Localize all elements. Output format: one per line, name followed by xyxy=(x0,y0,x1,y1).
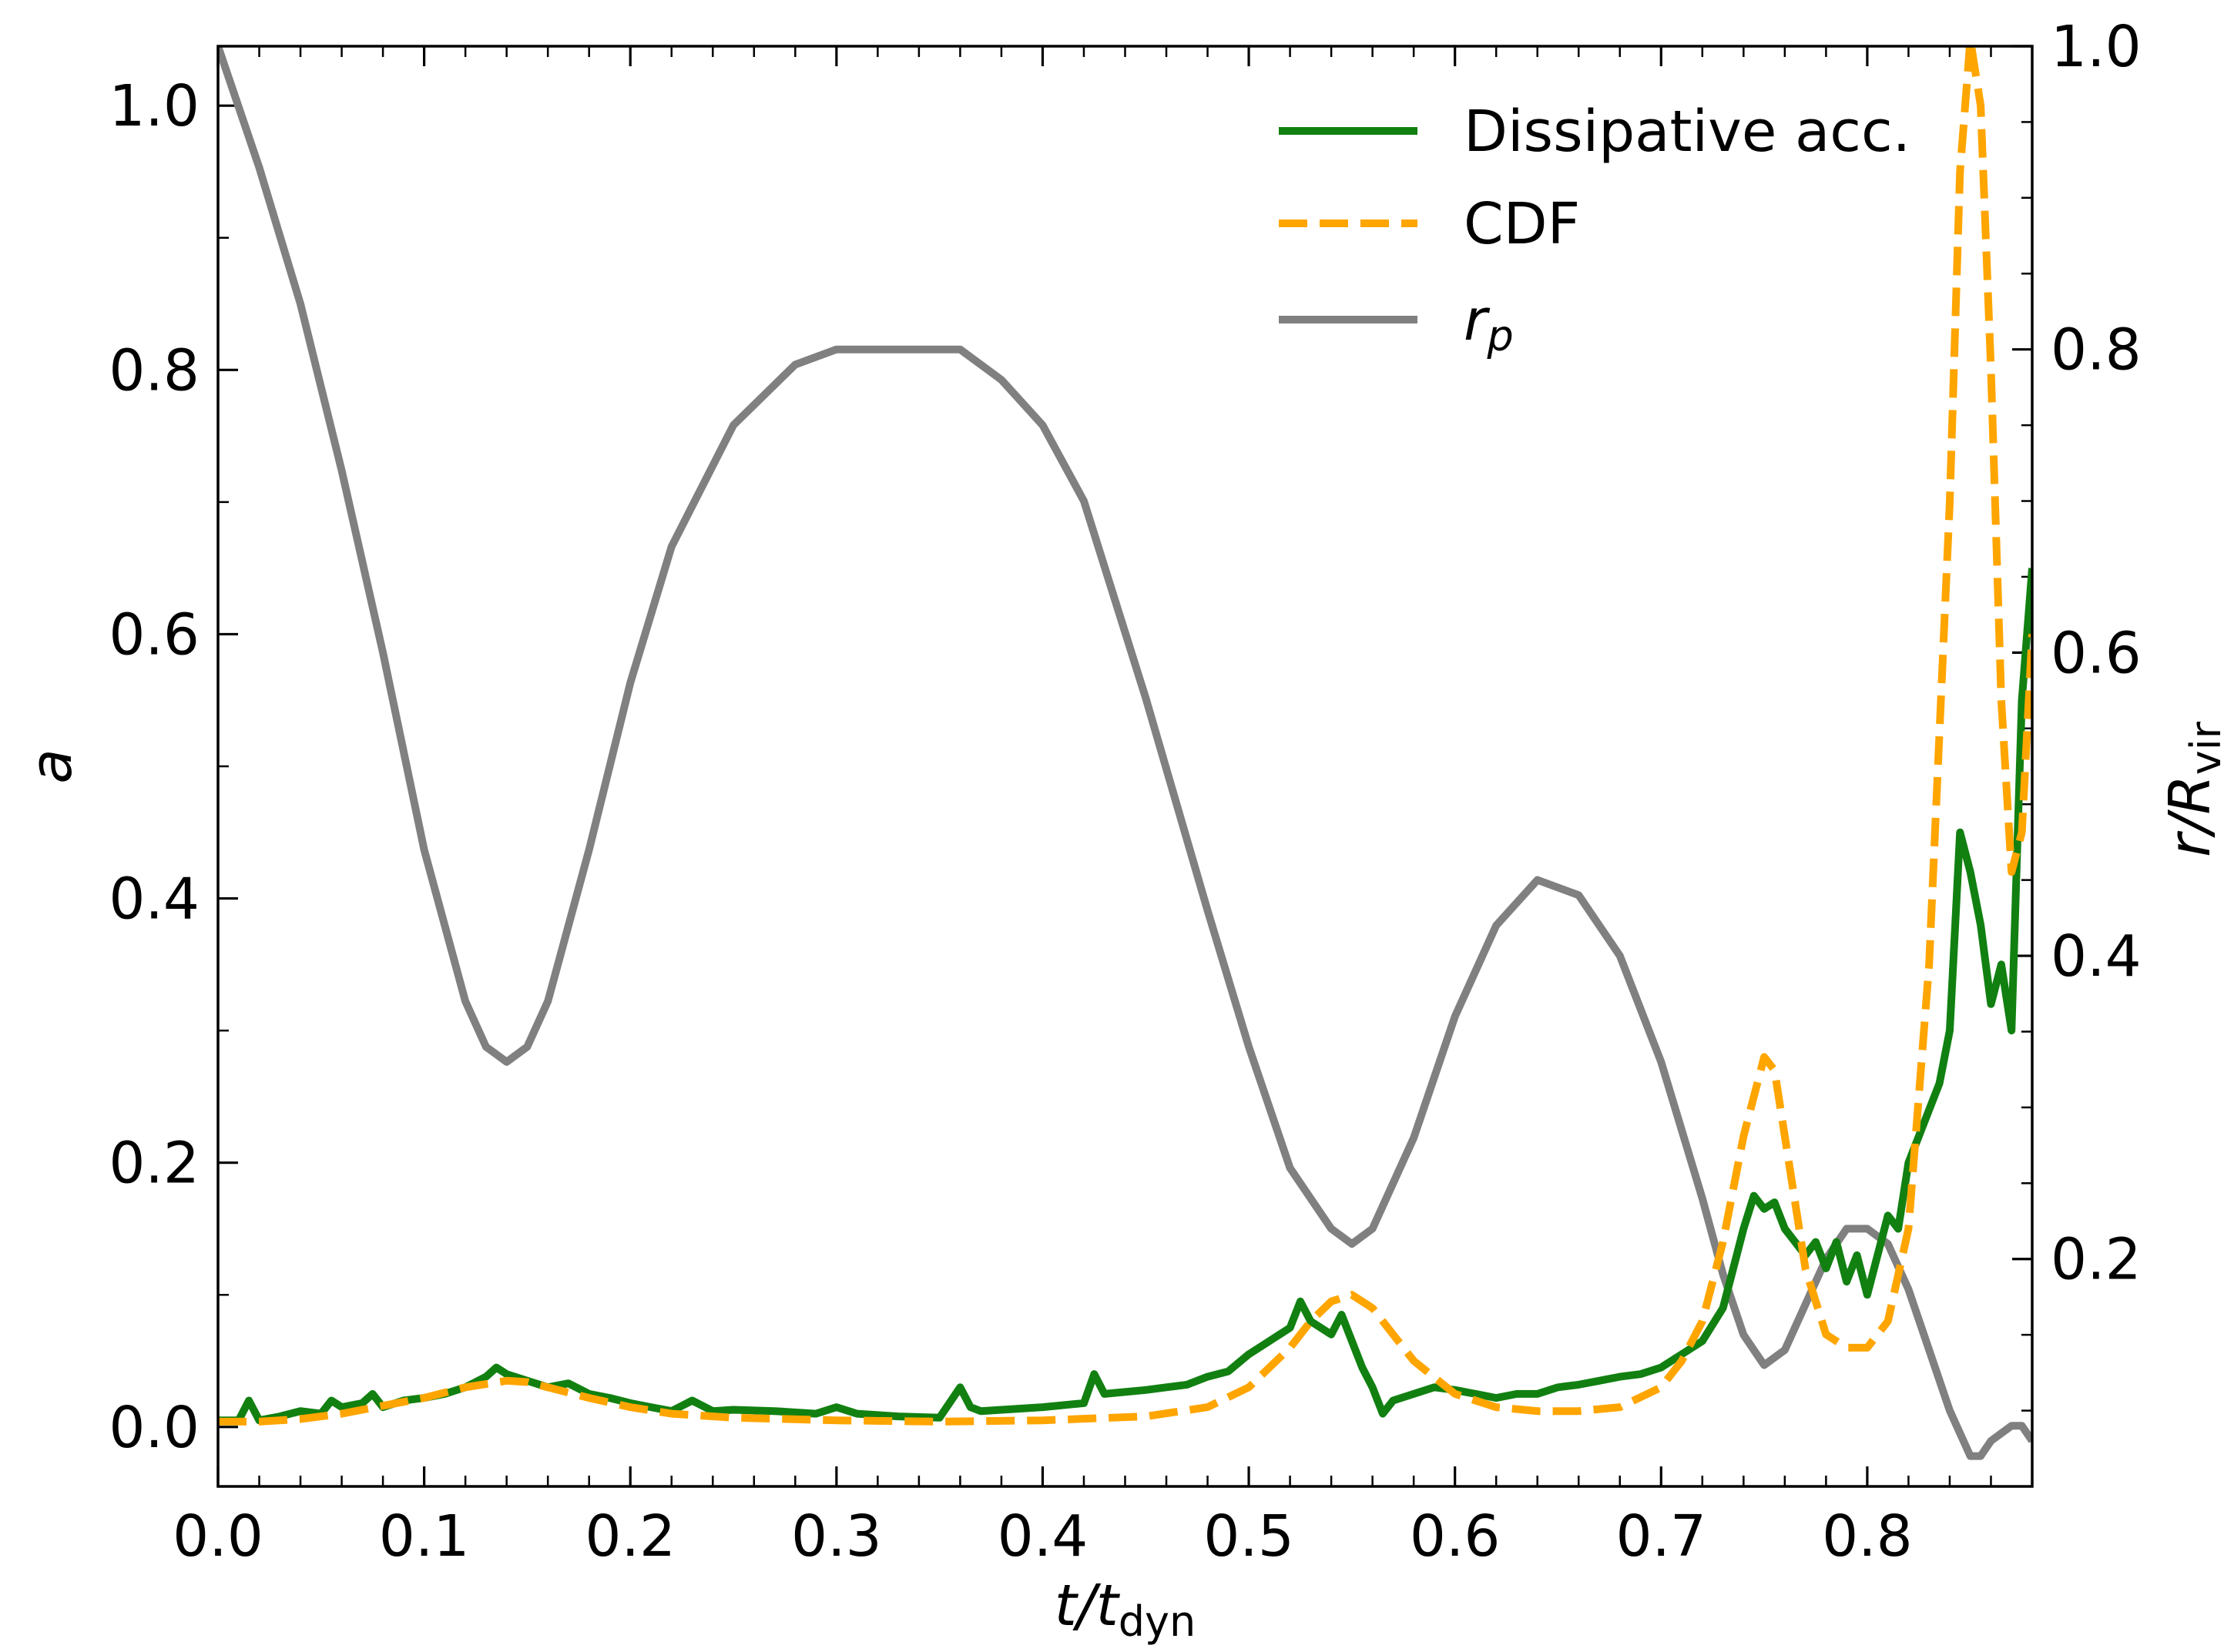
x-tick-label: 0.7 xyxy=(1615,1503,1706,1570)
legend-label-text: Dissipative acc. xyxy=(1464,99,1910,165)
x-axis-label-main: t/t xyxy=(1055,1573,1121,1639)
y-right-tick-label: 1.0 xyxy=(2051,14,2142,80)
x-tick-label: 0.1 xyxy=(379,1503,470,1570)
x-tick-label: 0.3 xyxy=(791,1503,882,1570)
y-right-axis-label-main: r/R xyxy=(2157,775,2223,857)
legend-entry-label: Dissipative acc. xyxy=(1464,99,1910,165)
x-axis-label-sub: dyn xyxy=(1119,1597,1196,1646)
legend-entry-label: CDF xyxy=(1464,191,1580,257)
y-left-tick-label: 0.0 xyxy=(109,1395,200,1461)
y-left-tick-label: 1.0 xyxy=(109,73,200,139)
legend-label-text: CDF xyxy=(1464,191,1580,257)
legend-label-text: r xyxy=(1464,287,1491,354)
y-right-tick-label: 0.4 xyxy=(2051,923,2142,990)
series-line-dissipative-acc xyxy=(218,568,2032,1425)
x-tick-label: 0.2 xyxy=(585,1503,676,1570)
x-tick-label: 0.6 xyxy=(1410,1503,1501,1570)
y-right-axis-label-sub: vir xyxy=(2182,721,2224,775)
x-tick-label: 0.5 xyxy=(1203,1503,1294,1570)
series-line-cdf xyxy=(218,46,2032,1426)
x-axis-label: t/tdyn xyxy=(1055,1573,1196,1646)
y-right-tick-label: 0.2 xyxy=(2051,1227,2142,1293)
y-left-axis-label: a xyxy=(18,749,85,783)
legend-entry-label: rp xyxy=(1464,287,1514,360)
x-tick-label: 0.4 xyxy=(998,1503,1089,1570)
y-left-tick-label: 0.8 xyxy=(109,337,200,404)
x-tick-label: 0.0 xyxy=(173,1503,263,1570)
series-layer xyxy=(218,46,2032,1460)
y-left-tick-label: 0.6 xyxy=(109,601,200,668)
labels-layer: 0.0 0.1 0.2 0.3 0.4 0.5 0.6 0.7 0.8 0.0 0.2 0.4 0.6 0… xyxy=(18,14,2224,1646)
plot-frame xyxy=(216,45,2034,1488)
y-right-axis-label: r/Rvir xyxy=(2157,721,2224,857)
y-left-tick-label: 0.2 xyxy=(109,1131,200,1197)
y-right-tick-label: 0.8 xyxy=(2051,317,2142,384)
x-tick-label: 0.8 xyxy=(1822,1503,1913,1570)
ticks-layer xyxy=(216,45,2032,1486)
y-left-tick-label: 0.4 xyxy=(109,866,200,933)
y-right-tick-label: 0.6 xyxy=(2051,620,2142,686)
legend-label-sub: p xyxy=(1486,312,1513,360)
legend: Dissipative acc. CDF rp xyxy=(1279,99,1910,360)
